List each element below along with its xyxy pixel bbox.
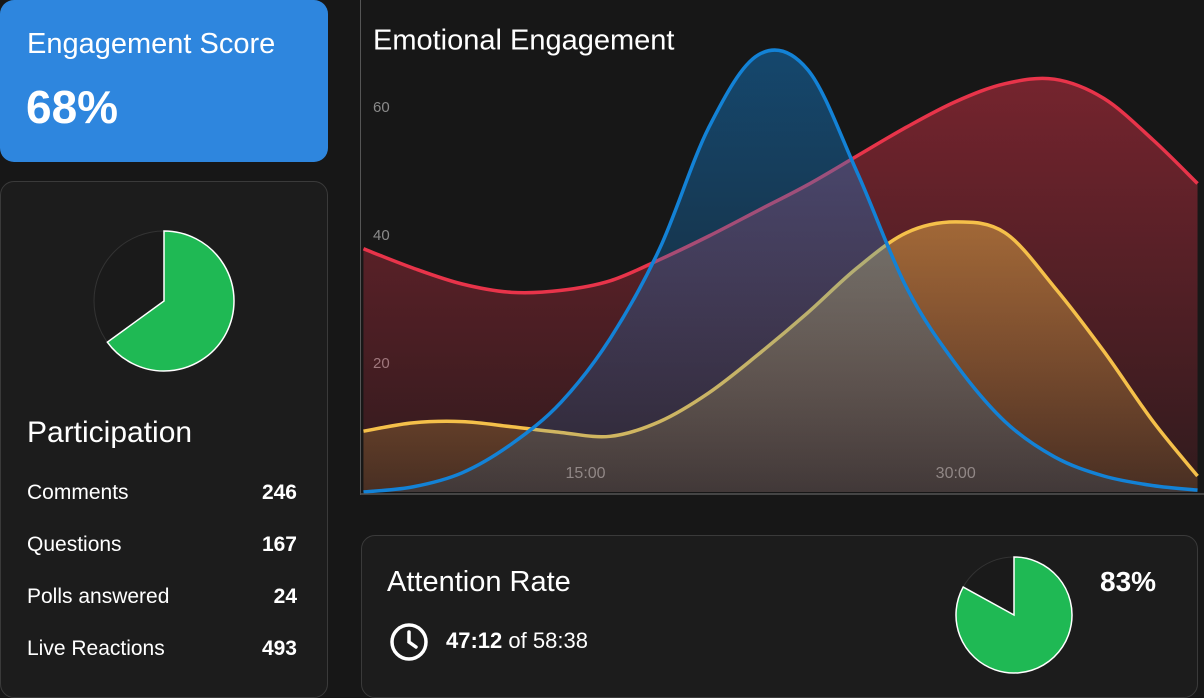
pie-slice xyxy=(955,556,1073,674)
stat-value: 24 xyxy=(273,585,297,608)
series-line xyxy=(363,48,1198,494)
score-card: Engagement Score 68% xyxy=(0,0,328,162)
separator: of xyxy=(508,628,527,653)
stat-row: Live Reactions 493 xyxy=(27,634,297,664)
attention-time: 47:12 of 58:38 xyxy=(446,628,588,654)
chart-axis-left xyxy=(360,0,361,495)
clock-icon xyxy=(390,623,428,661)
participation-pie xyxy=(93,230,235,372)
attention-pie xyxy=(955,556,1073,674)
stat-row: Comments 246 xyxy=(27,478,297,508)
participation-card: Participation Comments 246 Questions 167 Pol… xyxy=(0,181,328,698)
total: 58:38 xyxy=(532,628,588,653)
score-value: 68% xyxy=(26,81,119,133)
stat-row: Polls answered 24 xyxy=(27,582,297,612)
series-area xyxy=(363,50,1198,492)
score-label: Engagement Score xyxy=(27,28,276,60)
chart-title: Emotional Engagement xyxy=(373,25,674,57)
y-tick-label: 60 xyxy=(373,99,390,116)
stat-label: Live Reactions xyxy=(27,637,165,660)
plot xyxy=(362,48,1199,494)
stat-value: 167 xyxy=(261,533,297,556)
attention-value: 83% xyxy=(1100,566,1157,597)
participation-title: Participation xyxy=(27,416,193,449)
attention-title: Attention Rate xyxy=(387,566,571,598)
stat-label: Questions xyxy=(27,533,122,556)
line-chart: Emotional Engagement 20406015:0030:00 xyxy=(361,25,1204,495)
stat-value: 493 xyxy=(261,637,297,660)
stat-value: 246 xyxy=(261,481,297,504)
stat-label: Polls answered xyxy=(27,585,170,608)
stat-row: Questions 167 xyxy=(27,530,297,560)
stat-label: Comments xyxy=(27,481,129,504)
pie-slice xyxy=(106,230,235,372)
elapsed: 47:12 xyxy=(446,628,503,653)
y-tick-label: 40 xyxy=(373,227,390,244)
attention-card: Attention Rate 47:12 of 58:38 83% xyxy=(361,535,1198,698)
